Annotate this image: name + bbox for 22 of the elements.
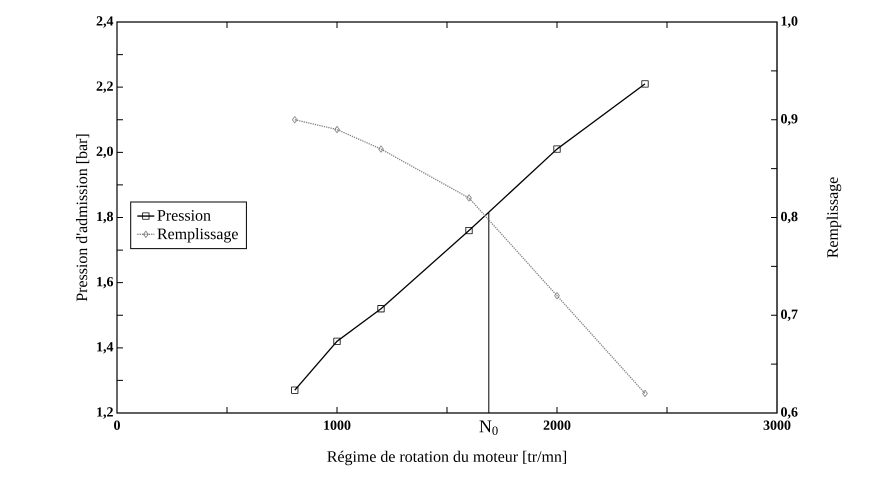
y-tick-label: 2,4 — [96, 16, 114, 28]
x-tick-label: 2000 — [544, 420, 570, 430]
x-tick-label: 3000 — [764, 420, 790, 430]
y2-tick-label: 0,6 — [781, 407, 798, 419]
x-tick-label: 1000 — [324, 420, 350, 430]
legend-label: Pression — [157, 210, 211, 221]
y-tick-label: 1,4 — [97, 342, 114, 354]
x-tick-label: 0 — [114, 420, 120, 430]
x-axis-title: Régime de rotation du moteur [tr/mn] — [327, 450, 566, 466]
y-tick-label: 2,2 — [96, 81, 113, 93]
y2-tick-label: 1,0 — [782, 16, 798, 28]
y-tick-label: 1,2 — [97, 407, 113, 419]
y2-tick-label: 0,8 — [781, 212, 798, 224]
y-tick-label: 2,0 — [96, 146, 113, 158]
y-axis-title: Pression d'admission [bar] — [76, 134, 90, 302]
y2-tick-label: 0,7 — [781, 310, 798, 321]
y-tick-label: 1,6 — [97, 276, 114, 288]
ref-line-label: N$_{0}$ — [479, 420, 498, 435]
y2-axis-title: Remplissage — [826, 177, 842, 258]
legend-label: Remplissage — [157, 228, 238, 243]
y-tick-label: 1,8 — [97, 212, 114, 224]
y2-tick-label: 0,9 — [781, 114, 798, 126]
